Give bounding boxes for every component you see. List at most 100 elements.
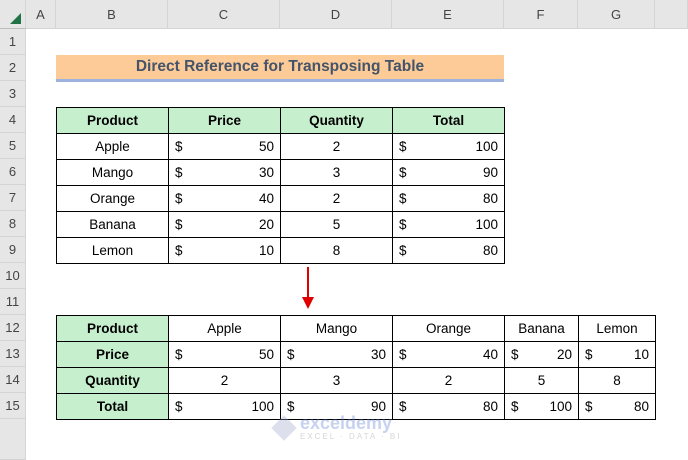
- transposed-table: Product Apple Mango Orange Banana Lemon Price $…: [56, 315, 656, 420]
- products-cell[interactable]: Banana: [504, 315, 579, 342]
- products-cell[interactable]: Lemon: [578, 315, 656, 342]
- row-header-11[interactable]: 11: [0, 289, 26, 315]
- row-header-13[interactable]: 13: [0, 341, 26, 367]
- column-header-C[interactable]: C: [168, 0, 280, 29]
- row-header-cell[interactable]: Product: [56, 315, 169, 342]
- total-cell[interactable]: $90: [392, 159, 505, 186]
- amount: 80: [482, 399, 498, 414]
- currency-symbol: $: [175, 165, 183, 180]
- totals-cell[interactable]: $100: [504, 393, 579, 420]
- quantities-cell[interactable]: 2: [392, 367, 505, 394]
- row-header-7[interactable]: 7: [0, 185, 26, 211]
- quantities-cell[interactable]: 8: [578, 367, 656, 394]
- quantity-cell[interactable]: 2: [280, 133, 393, 160]
- prices-cell[interactable]: $40: [392, 341, 505, 368]
- product-cell[interactable]: Banana: [56, 211, 169, 238]
- currency-symbol: $: [511, 347, 519, 362]
- currency-symbol: $: [287, 347, 295, 362]
- prices-cell[interactable]: $20: [504, 341, 579, 368]
- amount: 50: [258, 139, 274, 154]
- product-cell[interactable]: Orange: [56, 185, 169, 212]
- column-header-E[interactable]: E: [392, 0, 504, 29]
- amount: 40: [258, 191, 274, 206]
- product-cell[interactable]: Mango: [56, 159, 169, 186]
- row-header-cell[interactable]: Total: [56, 393, 169, 420]
- amount: 50: [258, 347, 274, 362]
- price-cell[interactable]: $30: [168, 159, 281, 186]
- header-cell[interactable]: Quantity: [280, 107, 393, 134]
- amount: 100: [475, 217, 498, 232]
- column-header-F[interactable]: F: [504, 0, 578, 29]
- price-cell[interactable]: $50: [168, 133, 281, 160]
- amount: 20: [258, 217, 274, 232]
- amount: 30: [258, 165, 274, 180]
- totals-cell[interactable]: $100: [168, 393, 281, 420]
- row-header-3[interactable]: 3: [0, 81, 26, 107]
- total-cell[interactable]: $100: [392, 211, 505, 238]
- row-header-14[interactable]: 14: [0, 367, 26, 393]
- row-header-15[interactable]: 15: [0, 393, 26, 419]
- price-cell[interactable]: $20: [168, 211, 281, 238]
- table-row-products: Product Apple Mango Orange Banana Lemon: [56, 315, 656, 342]
- header-cell[interactable]: Price: [168, 107, 281, 134]
- row-header-cell[interactable]: Quantity: [56, 367, 169, 394]
- row-header-1[interactable]: 1: [0, 29, 26, 55]
- amount: 100: [475, 139, 498, 154]
- currency-symbol: $: [399, 139, 407, 154]
- prices-cell[interactable]: $50: [168, 341, 281, 368]
- header-cell[interactable]: Total: [392, 107, 505, 134]
- products-cell[interactable]: Mango: [280, 315, 393, 342]
- quantities-cell[interactable]: 2: [168, 367, 281, 394]
- products-cell[interactable]: Apple: [168, 315, 281, 342]
- quantity-cell[interactable]: 5: [280, 211, 393, 238]
- quantity-cell[interactable]: 8: [280, 237, 393, 264]
- price-cell[interactable]: $40: [168, 185, 281, 212]
- row-header-8[interactable]: 8: [0, 211, 26, 237]
- total-cell[interactable]: $80: [392, 185, 505, 212]
- quantities-cell[interactable]: 5: [504, 367, 579, 394]
- products-cell[interactable]: Orange: [392, 315, 505, 342]
- totals-cell[interactable]: $80: [578, 393, 656, 420]
- total-cell[interactable]: $100: [392, 133, 505, 160]
- currency-symbol: $: [399, 217, 407, 232]
- prices-cell[interactable]: $10: [578, 341, 656, 368]
- currency-symbol: $: [399, 191, 407, 206]
- column-header-B[interactable]: B: [56, 0, 168, 29]
- select-all-button[interactable]: [0, 0, 26, 29]
- prices-cell[interactable]: $30: [280, 341, 393, 368]
- down-arrow-icon: [302, 267, 314, 309]
- currency-symbol: $: [175, 243, 183, 258]
- row-header-4[interactable]: 4: [0, 107, 26, 133]
- row-header-10[interactable]: 10: [0, 263, 26, 289]
- currency-symbol: $: [175, 191, 183, 206]
- quantities-cell[interactable]: 3: [280, 367, 393, 394]
- column-header-G[interactable]: G: [578, 0, 655, 29]
- price-cell[interactable]: $10: [168, 237, 281, 264]
- column-header-D[interactable]: D: [280, 0, 392, 29]
- column-header-A[interactable]: A: [26, 0, 56, 29]
- exceldemy-watermark: exceldemy EXCEL · DATA · BI: [271, 413, 401, 441]
- total-cell[interactable]: $80: [392, 237, 505, 264]
- amount: 40: [482, 347, 498, 362]
- row-header-cell[interactable]: Price: [56, 341, 169, 368]
- row-header-blank[interactable]: [0, 419, 26, 460]
- header-cell[interactable]: Product: [56, 107, 169, 134]
- quantity-cell[interactable]: 2: [280, 185, 393, 212]
- totals-cell[interactable]: $90: [280, 393, 393, 420]
- product-cell[interactable]: Lemon: [56, 237, 169, 264]
- table-row-prices: Price $50 $30 $40 $20 $10: [56, 341, 656, 368]
- column-header-blank[interactable]: [655, 0, 688, 29]
- amount: 80: [482, 191, 498, 206]
- row-header-6[interactable]: 6: [0, 159, 26, 185]
- amount: 30: [370, 347, 386, 362]
- sheet-title: Direct Reference for Transposing Table: [56, 55, 504, 82]
- amount: 90: [482, 165, 498, 180]
- row-header-12[interactable]: 12: [0, 315, 26, 341]
- quantity-cell[interactable]: 3: [280, 159, 393, 186]
- row-header-5[interactable]: 5: [0, 133, 26, 159]
- totals-cell[interactable]: $80: [392, 393, 505, 420]
- row-header-9[interactable]: 9: [0, 237, 26, 263]
- product-cell[interactable]: Apple: [56, 133, 169, 160]
- watermark-name: exceldemy: [300, 413, 393, 433]
- row-header-2[interactable]: 2: [0, 55, 26, 81]
